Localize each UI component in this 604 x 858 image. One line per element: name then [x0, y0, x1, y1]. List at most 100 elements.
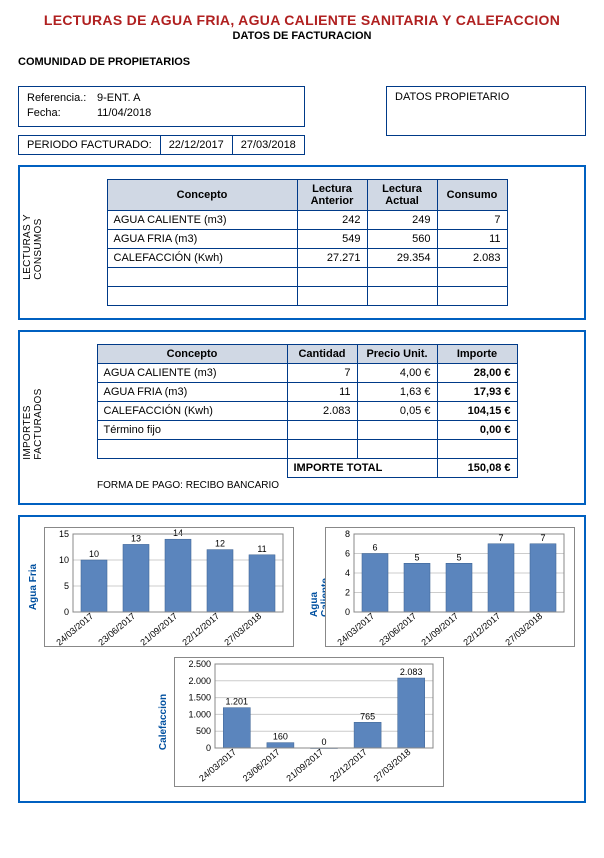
ref-column: Referencia.:9-ENT. A Fecha:11/04/2018 PE… [18, 86, 305, 155]
table-cell: 29.354 [367, 248, 437, 267]
svg-text:10: 10 [58, 555, 68, 565]
svg-text:0: 0 [321, 737, 326, 747]
table-cell: 104,15 € [437, 401, 517, 420]
table-cell: AGUA FRIA (m3) [97, 382, 287, 401]
table-cell: 7 [287, 363, 357, 382]
total-label: IMPORTE TOTAL [287, 458, 437, 477]
table-cell: 249 [367, 210, 437, 229]
table-cell: 17,93 € [437, 382, 517, 401]
svg-text:2.500: 2.500 [188, 659, 211, 669]
table-row [107, 286, 507, 305]
table-row: CALEFACCIÓN (Kwh)2.0830,05 €104,15 € [97, 401, 517, 420]
svg-text:23/06/2017: 23/06/2017 [96, 611, 137, 648]
svg-text:0: 0 [63, 607, 68, 617]
page-subtitle: DATOS DE FACTURACION [18, 30, 586, 42]
period-from: 22/12/2017 [161, 136, 233, 154]
ref-value: 9-ENT. A [97, 92, 140, 104]
table-header: Concepto [97, 344, 287, 363]
chart-axis-label: Calefaccion [158, 694, 169, 750]
svg-text:6: 6 [372, 542, 377, 552]
chart-agua-caliente: Agua Caliente Sanitaria024686557724/03/2… [311, 527, 575, 647]
table-row [97, 439, 517, 458]
svg-text:24/03/2017: 24/03/2017 [197, 747, 238, 784]
svg-text:21/09/2017: 21/09/2017 [138, 611, 179, 648]
svg-text:2.000: 2.000 [188, 676, 211, 686]
svg-text:15: 15 [58, 529, 68, 539]
svg-text:27/03/2018: 27/03/2018 [503, 611, 544, 648]
svg-text:27/03/2018: 27/03/2018 [222, 611, 263, 648]
table-row [107, 267, 507, 286]
period-box: PERIODO FACTURADO: 22/12/2017 27/03/2018 [18, 135, 305, 155]
table-header: Importe [437, 344, 517, 363]
svg-text:5: 5 [63, 581, 68, 591]
table-cell [297, 286, 367, 305]
svg-text:22/12/2017: 22/12/2017 [461, 611, 502, 648]
table-cell [437, 439, 517, 458]
table-cell: 1,63 € [357, 382, 437, 401]
table-cell: 27.271 [297, 248, 367, 267]
svg-text:0: 0 [206, 743, 211, 753]
svg-text:22/12/2017: 22/12/2017 [180, 611, 221, 648]
table-cell: Término fijo [97, 420, 287, 439]
owner-label: DATOS PROPIETARIO [395, 91, 509, 103]
readings-table: ConceptoLectura AnteriorLectura ActualCo… [107, 179, 508, 306]
reference-box: Referencia.:9-ENT. A Fecha:11/04/2018 [18, 86, 305, 127]
table-cell: AGUA FRIA (m3) [107, 229, 297, 248]
charts-section: Agua Fria051015101314121124/03/201723/06… [18, 515, 586, 803]
table-cell: 2.083 [437, 248, 507, 267]
table-row: AGUA FRIA (m3)54956011 [107, 229, 507, 248]
svg-text:11: 11 [257, 544, 266, 554]
payment-method: FORMA DE PAGO: RECIBO BANCARIO [97, 480, 517, 491]
date-label: Fecha: [27, 106, 97, 121]
table-cell [107, 286, 297, 305]
svg-text:13: 13 [130, 533, 140, 543]
table-cell: 11 [287, 382, 357, 401]
table-header: Consumo [437, 179, 507, 210]
billed-section-label: IMPORTES FACTURADOS [22, 375, 44, 461]
svg-text:2: 2 [344, 587, 349, 597]
table-cell [357, 439, 437, 458]
billed-table: ConceptoCantidadPrecio Unit.ImporteAGUA … [97, 344, 518, 478]
svg-text:765: 765 [360, 711, 375, 721]
table-cell [97, 439, 287, 458]
community-label: COMUNIDAD DE PROPIETARIOS [18, 56, 586, 68]
table-header: Lectura Actual [367, 179, 437, 210]
table-cell [367, 286, 437, 305]
info-row: Referencia.:9-ENT. A Fecha:11/04/2018 PE… [18, 86, 586, 155]
table-cell [437, 286, 507, 305]
table-cell [357, 420, 437, 439]
table-header: Lectura Anterior [297, 179, 367, 210]
table-cell [297, 267, 367, 286]
svg-text:1.000: 1.000 [188, 709, 211, 719]
table-cell: 242 [297, 210, 367, 229]
svg-text:21/09/2017: 21/09/2017 [419, 611, 460, 648]
table-row: AGUA CALIENTE (m3)2422497 [107, 210, 507, 229]
svg-text:4: 4 [344, 568, 349, 578]
total-row: IMPORTE TOTAL150,08 € [97, 458, 517, 477]
billed-section: IMPORTES FACTURADOS ConceptoCantidadPrec… [18, 330, 586, 505]
ref-label: Referencia.: [27, 91, 97, 106]
svg-text:5: 5 [414, 552, 419, 562]
readings-section-label: LECTURAS Y CONSUMOS [22, 205, 44, 281]
table-row: AGUA FRIA (m3)111,63 €17,93 € [97, 382, 517, 401]
table-cell: 4,00 € [357, 363, 437, 382]
table-cell [107, 267, 297, 286]
table-row: AGUA CALIENTE (m3)74,00 €28,00 € [97, 363, 517, 382]
table-cell: AGUA CALIENTE (m3) [97, 363, 287, 382]
owner-box: DATOS PROPIETARIO [386, 86, 586, 136]
svg-text:5: 5 [456, 552, 461, 562]
total-value: 150,08 € [437, 458, 517, 477]
table-cell: CALEFACCIÓN (Kwh) [107, 248, 297, 267]
table-header: Precio Unit. [357, 344, 437, 363]
readings-section: LECTURAS Y CONSUMOS ConceptoLectura Ante… [18, 165, 586, 320]
svg-text:24/03/2017: 24/03/2017 [335, 611, 376, 648]
svg-text:500: 500 [196, 726, 211, 736]
table-cell: 7 [437, 210, 507, 229]
svg-text:12: 12 [214, 538, 224, 548]
table-header: Cantidad [287, 344, 357, 363]
table-cell: 0,05 € [357, 401, 437, 420]
table-cell: CALEFACCIÓN (Kwh) [97, 401, 287, 420]
svg-text:2.083: 2.083 [400, 667, 423, 677]
svg-text:22/12/2017: 22/12/2017 [328, 747, 369, 784]
table-cell: 560 [367, 229, 437, 248]
